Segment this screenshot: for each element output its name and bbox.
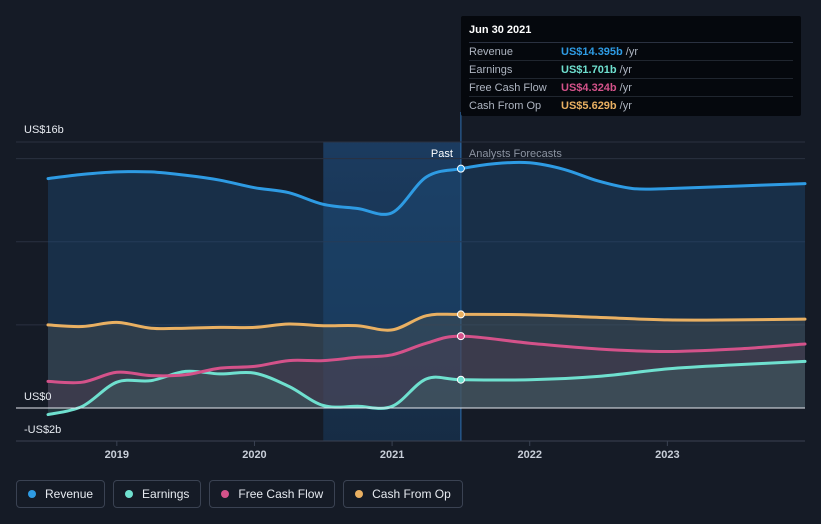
x-axis-ticks: 2019 2020 2021 2022 2023 bbox=[105, 441, 680, 461]
tooltip-row-value: US$14.395b bbox=[561, 45, 623, 58]
tooltip-row-cash-from-op: Cash From Op US$5.629b /yr bbox=[469, 97, 793, 114]
y-tick-label-bottom: -US$2b bbox=[24, 424, 61, 436]
x-tick-label: 2021 bbox=[380, 449, 404, 461]
legend-dot-icon bbox=[125, 490, 134, 498]
x-tick-label: 2019 bbox=[105, 449, 129, 461]
tooltip-row-unit: /yr bbox=[619, 81, 632, 94]
tooltip-row-label: Earnings bbox=[469, 63, 513, 76]
x-tick-label: 2023 bbox=[655, 449, 679, 461]
legend-item-cash-from-op[interactable]: Cash From Op bbox=[343, 480, 463, 508]
area-free-cash-flow bbox=[48, 336, 805, 408]
tooltip-row-unit: /yr bbox=[625, 45, 638, 58]
chart: 2019 2020 2021 2022 2023 US$16b US$0 -US$2b … bbox=[16, 112, 807, 461]
marker-cash-from-op bbox=[456, 310, 465, 319]
marker-revenue bbox=[456, 164, 465, 173]
tooltip-row-value: US$1.701b bbox=[561, 63, 617, 76]
forecast-label: Analysts Forecasts bbox=[469, 148, 562, 160]
series-lines bbox=[46, 160, 807, 417]
tooltip-row-label: Revenue bbox=[469, 45, 514, 58]
series-markers bbox=[456, 164, 465, 384]
past-label: Past bbox=[431, 148, 453, 160]
marker-earnings bbox=[456, 375, 465, 384]
tooltip-row-earnings: Earnings US$1.701b /yr bbox=[469, 61, 793, 79]
legend: Revenue Earnings Free Cash Flow Cash Fro… bbox=[16, 480, 463, 508]
x-tick-label: 2020 bbox=[242, 449, 266, 461]
series-line-cash-from-op bbox=[46, 312, 807, 332]
legend-item-revenue[interactable]: Revenue bbox=[16, 480, 106, 508]
tooltip-row-label: Cash From Op bbox=[469, 99, 542, 112]
y-tick-label-top: US$16b bbox=[24, 124, 64, 136]
tooltip-panel: Jun 30 2021 Revenue US$14.395b /yr Earni… bbox=[461, 16, 801, 116]
x-tick-label: 2022 bbox=[517, 449, 541, 461]
legend-label: Cash From Op bbox=[372, 487, 451, 501]
area-cash-from-op bbox=[48, 314, 805, 408]
legend-item-earnings[interactable]: Earnings bbox=[113, 480, 202, 508]
tooltip-row-free-cash-flow: Free Cash Flow US$4.324b /yr bbox=[469, 79, 793, 97]
legend-dot-icon bbox=[28, 490, 36, 498]
tooltip-row-value: US$5.629b bbox=[561, 99, 617, 112]
legend-label: Earnings bbox=[142, 487, 190, 501]
tooltip-row-revenue: Revenue US$14.395b /yr bbox=[469, 43, 793, 61]
tooltip-date: Jun 30 2021 bbox=[469, 24, 793, 43]
tooltip-row-unit: /yr bbox=[619, 99, 632, 112]
marker-free-cash-flow bbox=[456, 332, 465, 341]
area-revenue bbox=[48, 162, 805, 408]
legend-dot-icon bbox=[221, 490, 230, 498]
legend-dot-icon bbox=[355, 490, 364, 498]
series-line-earnings bbox=[46, 359, 807, 417]
highlight-band bbox=[323, 142, 461, 441]
tooltip-row-value: US$4.324b bbox=[561, 81, 617, 94]
series-line-free-cash-flow bbox=[46, 334, 807, 385]
tooltip-row-unit: /yr bbox=[619, 63, 632, 76]
tooltip-row-label: Free Cash Flow bbox=[469, 81, 547, 94]
legend-item-free-cash-flow[interactable]: Free Cash Flow bbox=[209, 480, 336, 508]
legend-label: Revenue bbox=[45, 487, 94, 501]
series-line-revenue bbox=[46, 160, 807, 216]
legend-label: Free Cash Flow bbox=[238, 487, 324, 501]
y-tick-label-zero: US$0 bbox=[24, 391, 52, 403]
